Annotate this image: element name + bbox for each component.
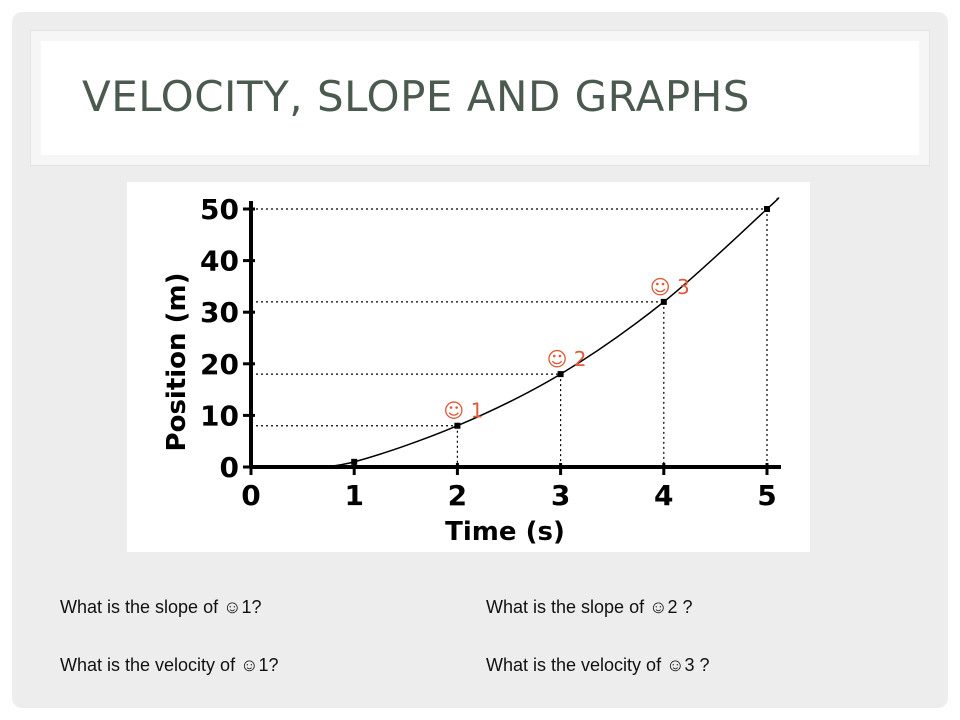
y-tick-label-40: 40 [200,245,239,278]
dotted-guides [251,208,768,467]
y-tick-label-0: 0 [220,451,239,484]
chart-axes [249,201,781,469]
question-slope-2: What is the slope of ☺2 ? [486,597,693,617]
y-ticks: 0 10 20 30 40 50 [200,193,255,484]
marked-points [351,206,770,465]
slide-title: VELOCITY, SLOPE AND GRAPHS [82,72,750,121]
annotation-smiley-2: ☺ 2 [547,347,587,371]
data-point-3 [557,371,564,378]
position-curve [302,197,780,468]
y-axis-label: Position (m) [162,273,192,452]
annotation-smiley-1: ☺ 1 [443,399,483,423]
annotation-smiley-3: ☺ 3 [650,275,690,299]
data-point-1 [351,458,358,465]
data-point-2 [454,422,461,429]
series-curve [302,197,780,468]
y-tick-label-50: 50 [200,193,239,226]
position-time-chart: 0 10 20 30 40 50 0 1 2 3 4 5 ☺ 1 ☺ 2 ☺ 3 Time (s) Po… [127,182,810,552]
x-tick-label-1: 1 [344,479,363,512]
y-tick-label-20: 20 [200,348,239,381]
x-axis-label: Time (s) [445,517,565,547]
y-tick-label-10: 10 [200,399,239,432]
x-ticks: 0 1 2 3 4 5 [241,463,777,512]
question-velocity-1: What is the velocity of ☺1? [60,655,279,675]
chart-svg: 0 10 20 30 40 50 0 1 2 3 4 5 ☺ 1 ☺ 2 ☺ 3 Time (s) Po… [162,193,781,547]
x-tick-label-4: 4 [654,479,673,512]
x-tick-label-5: 5 [757,479,776,512]
question-slope-1: What is the slope of ☺1? [60,597,262,617]
x-tick-label-2: 2 [448,479,467,512]
title-inner-panel [41,41,919,155]
x-tick-label-3: 3 [551,479,570,512]
data-point-5 [764,206,770,212]
question-velocity-3: What is the velocity of ☺3 ? [486,655,710,675]
title-placeholder [30,30,930,166]
data-point-4 [660,298,667,305]
y-tick-label-30: 30 [200,296,239,329]
x-tick-label-0: 0 [241,479,260,512]
annotations: ☺ 1 ☺ 2 ☺ 3 [443,275,689,423]
